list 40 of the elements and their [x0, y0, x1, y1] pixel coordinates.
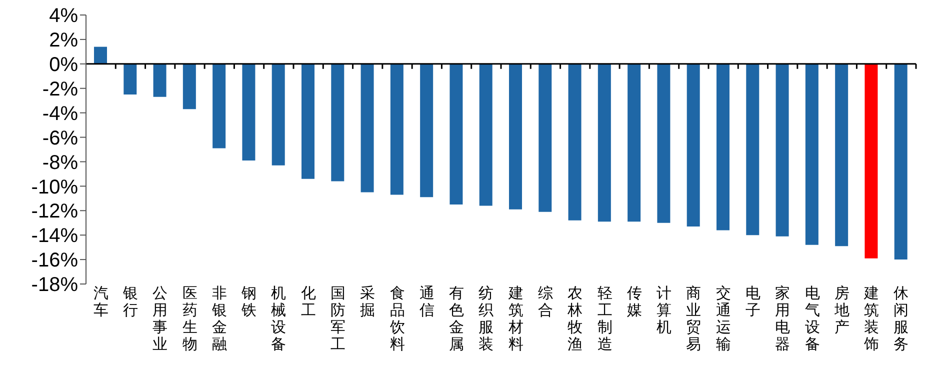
x-tick-label: 农林牧渔	[566, 284, 583, 353]
x-tick-label: 钢铁	[240, 284, 257, 319]
x-tick-label: 交通运输	[716, 284, 731, 353]
y-tick-label: -8%	[42, 152, 78, 174]
x-tick-label: 家用电器	[775, 284, 790, 353]
x-tick-label: 电气设备	[804, 284, 820, 353]
y-tick-label: -2%	[42, 78, 78, 100]
x-tick-label: 国防军工	[330, 284, 346, 353]
x-tick-label: 传媒	[626, 284, 642, 319]
y-tick-label: 0%	[49, 54, 78, 76]
y-tick-label: -12%	[31, 200, 78, 223]
y-tick-label: 2%	[49, 30, 78, 52]
x-tick-label: 汽车	[93, 284, 108, 319]
x-tick-label: 轻工制造	[597, 284, 612, 353]
x-tick-label: 非银金融	[210, 284, 227, 353]
y-tick-label: -10%	[31, 176, 78, 198]
x-tick-label: 休闲服务	[894, 284, 909, 353]
x-tick-label: 采掘	[360, 284, 376, 319]
x-tick-label: 机械设备	[271, 284, 286, 353]
y-tick-label: 4%	[49, 5, 78, 28]
x-tick-label: 通信	[419, 284, 434, 319]
x-tick-label: 有色金属	[449, 284, 464, 353]
x-tick-label: 纺织服装	[478, 284, 494, 353]
y-tick-label: -4%	[42, 102, 78, 125]
x-tick-label: 化工	[300, 284, 316, 319]
y-tick-label: -6%	[42, 127, 78, 150]
x-tick-label: 公用事业	[152, 284, 168, 353]
x-tick-label: 计算机	[656, 284, 672, 336]
x-tick-label: 综合	[538, 284, 553, 319]
x-tick-label: 房地产	[833, 284, 850, 336]
x-tick-label: 建筑材料	[507, 284, 524, 353]
x-tick-label: 商业贸易	[686, 284, 702, 353]
x-tick-label: 银行	[122, 284, 138, 319]
x-tick-label: 医药生物	[182, 284, 198, 353]
x-tick-label: 建筑装饰	[863, 284, 880, 353]
y-tick-label: -14%	[31, 225, 78, 248]
y-tick-label: -18%	[31, 274, 78, 296]
x-tick-label: 食品饮料	[388, 284, 405, 353]
x-tick-label: 电子	[745, 284, 760, 319]
y-tick-label: -16%	[31, 250, 78, 272]
